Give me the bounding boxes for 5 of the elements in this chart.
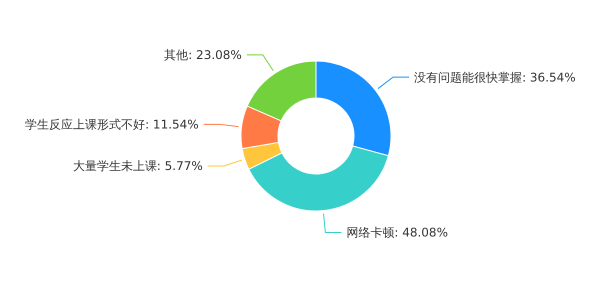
slice-label: 学生反应上课形式不好: 11.54% xyxy=(25,118,199,132)
slice-label: 网络卡顿: 48.08% xyxy=(346,226,448,240)
slice-label: 没有问题能很快掌握: 36.54% xyxy=(414,70,576,84)
slice-label: 其他: 23.08% xyxy=(164,48,242,62)
slice-label: 大量学生未上课: 5.77% xyxy=(72,159,203,174)
